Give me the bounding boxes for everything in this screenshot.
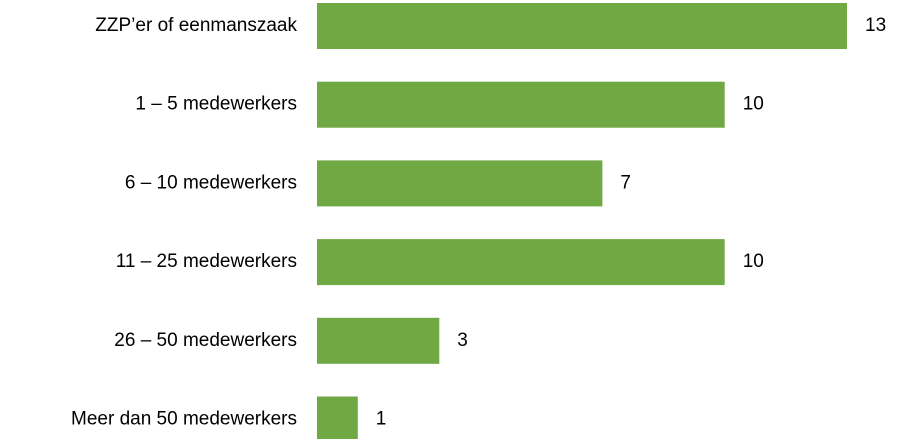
bar [317,160,603,207]
value-label: 3 [457,330,468,351]
bar [317,3,847,49]
category-label: 26 – 50 medewerkers [114,330,297,351]
bar [317,396,358,439]
value-label: 10 [743,251,764,272]
value-label: 13 [865,15,886,36]
category-label: 6 – 10 medewerkers [125,172,297,193]
bar [317,239,725,286]
value-label: 1 [376,409,387,430]
bar [317,81,725,128]
category-label: 11 – 25 medewerkers [116,251,297,272]
category-label: Meer dan 50 medewerkers [71,409,297,430]
value-label: 10 [743,94,764,115]
bar [317,317,440,364]
category-label: ZZP’er of eenmanszaak [95,15,297,36]
category-label: 1 – 5 medewerkers [135,94,297,115]
value-label: 7 [620,172,631,193]
